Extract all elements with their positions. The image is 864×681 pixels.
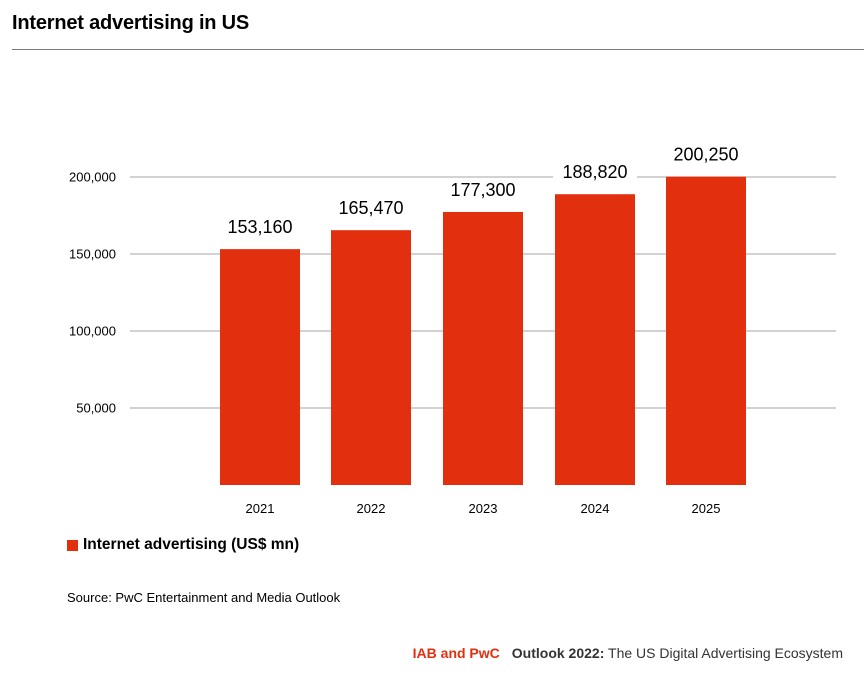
x-tick-label: 2022 [357,501,386,516]
data-label-background [329,196,413,221]
x-tick-label: 2023 [469,501,498,516]
footer-brand: IAB and PwC [412,645,500,661]
source-note: Source: PwC Entertainment and Media Outl… [67,590,341,605]
y-tick-label: 100,000 [69,324,116,339]
chart-legend: Internet advertising (US$ mn) [67,536,299,554]
data-label-background [664,142,748,167]
page-title: Internet advertising in US [12,12,250,34]
bar-chart: 50,000 100,000 150,000 200,000 153,160 2021 16… [69,142,836,516]
bar [443,211,523,485]
footer-publication-rest: The US Digital Advertising Ecosystem [604,645,843,661]
bar [220,249,300,485]
data-label-background [441,177,525,202]
y-tick-label: 150,000 [69,247,116,262]
bar [666,176,746,486]
y-tick-label: 50,000 [76,401,116,416]
bar [555,194,635,485]
data-label: 188,820 [562,162,627,182]
data-label-background [553,160,637,185]
data-label: 165,470 [338,198,403,218]
bar [331,230,411,485]
footer: IAB and PwC Outlook 2022: The US Digital … [413,645,843,661]
footer-publication-bold: Outlook 2022: [511,645,605,661]
data-label-background [218,215,302,240]
y-tick-label: 200,000 [69,170,116,185]
data-label: 153,160 [227,217,292,237]
data-label: 200,250 [673,145,738,165]
x-tick-label: 2021 [246,501,275,516]
x-tick-label: 2024 [581,501,610,516]
data-label: 177,300 [450,180,515,200]
legend-label: Internet advertising (US$ mn) [83,536,300,553]
title-divider [12,49,864,50]
legend-swatch [67,539,78,551]
x-tick-label: 2025 [692,501,721,516]
